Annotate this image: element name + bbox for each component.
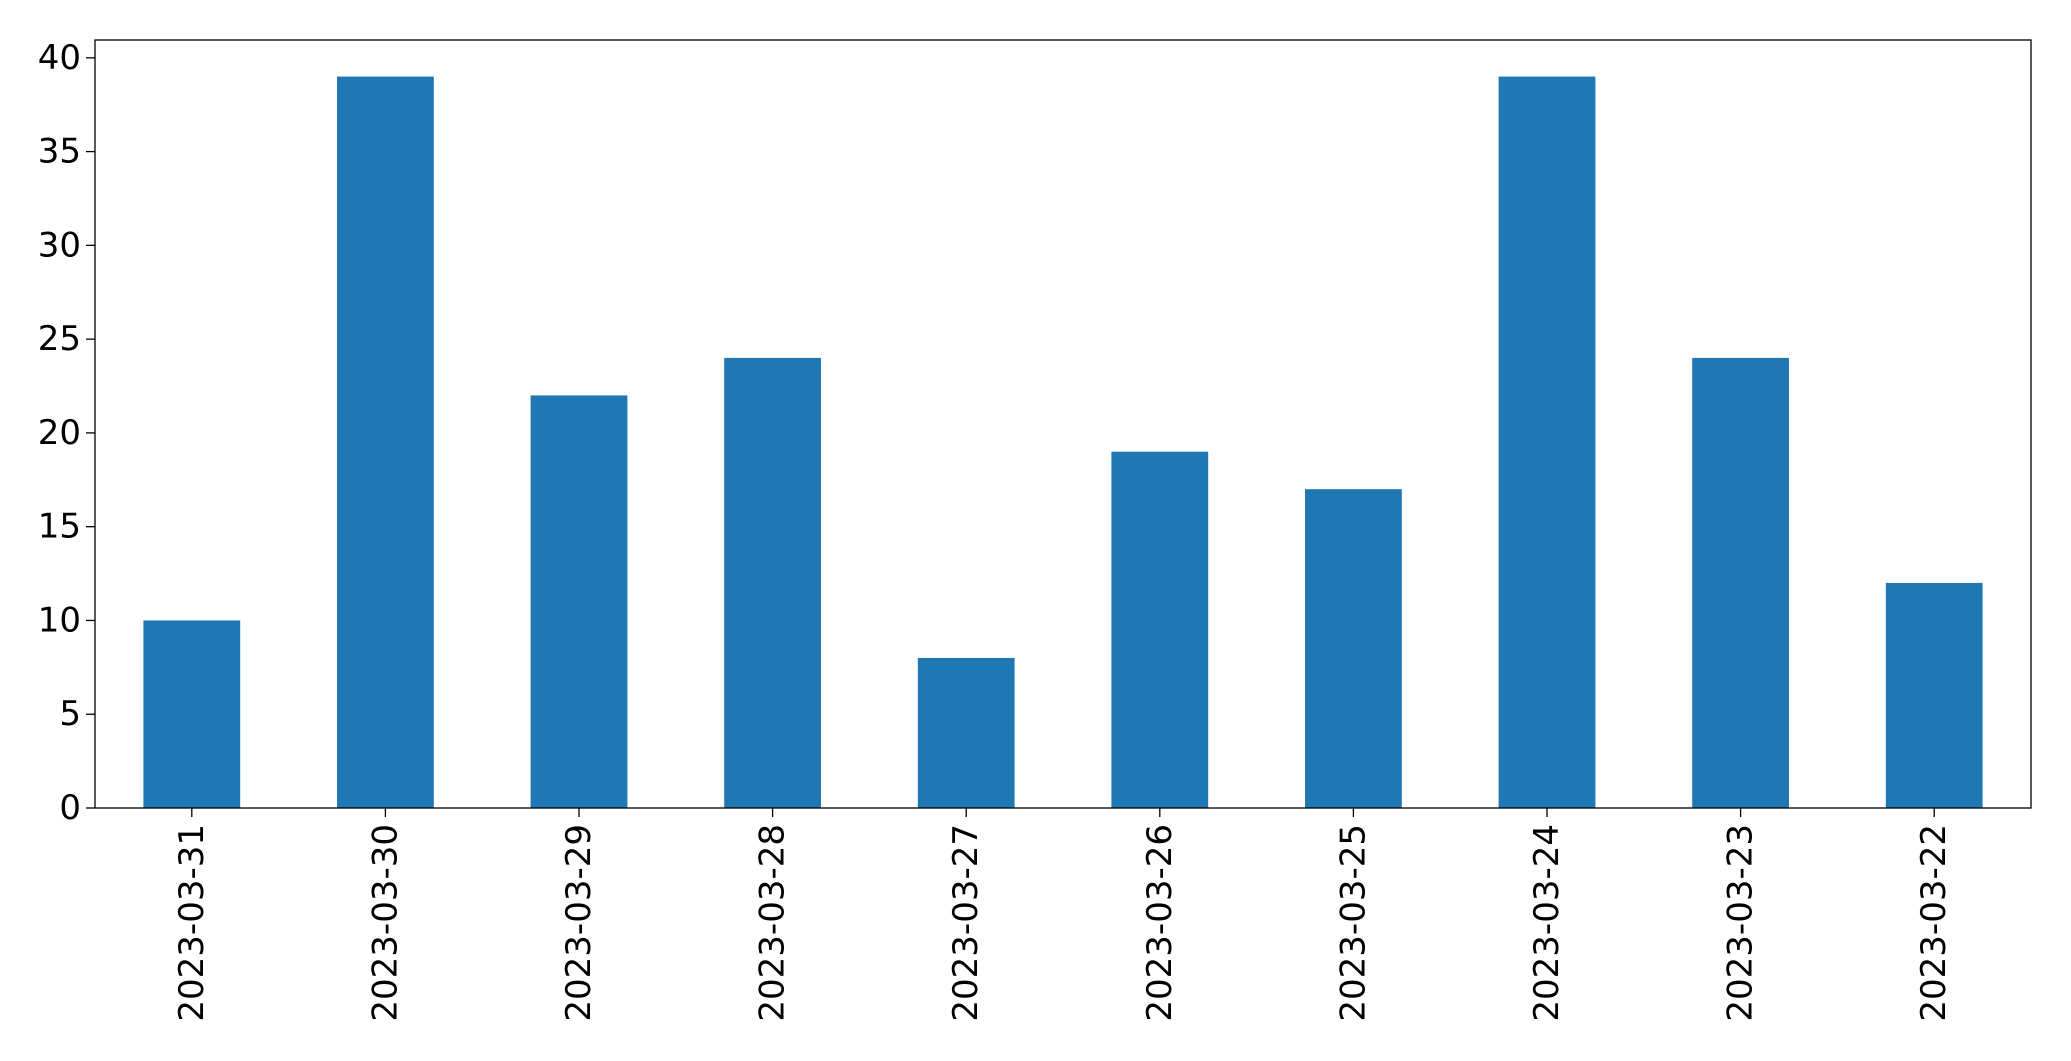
x-tick-label: 2023-03-26 [1140, 824, 1180, 1022]
x-tick-label: 2023-03-24 [1527, 824, 1567, 1022]
y-tick-label: 15 [38, 507, 81, 547]
bar [337, 76, 434, 809]
x-tick-label: 2023-03-30 [365, 824, 405, 1022]
bar [1111, 451, 1209, 808]
x-tick-label: 2023-03-27 [946, 824, 986, 1022]
bar [1885, 582, 1983, 808]
y-tick-label: 30 [38, 225, 81, 265]
plot-frame [94, 39, 2032, 809]
bar [917, 657, 1015, 808]
bar [530, 395, 628, 808]
y-tick-label: 35 [38, 132, 81, 172]
bar [724, 357, 821, 808]
y-tick-label: 10 [38, 600, 81, 640]
bar [1498, 76, 1596, 809]
x-tick-label: 2023-03-25 [1333, 824, 1373, 1022]
y-tick-label: 20 [38, 413, 81, 453]
x-tick-label: 2023-03-23 [1721, 824, 1761, 1022]
bar [1692, 357, 1789, 808]
x-tick-label: 2023-03-29 [559, 824, 599, 1022]
x-tick-label: 2023-03-31 [172, 824, 212, 1022]
y-tick-label: 5 [59, 694, 81, 734]
y-tick-label: 40 [38, 38, 81, 78]
y-tick-label: 25 [38, 319, 81, 359]
bar [1305, 489, 1402, 808]
x-tick-label: 2023-03-22 [1914, 824, 1954, 1022]
y-tick-label: 0 [59, 788, 81, 828]
bar [143, 620, 241, 808]
x-tick-label: 2023-03-28 [753, 824, 793, 1022]
